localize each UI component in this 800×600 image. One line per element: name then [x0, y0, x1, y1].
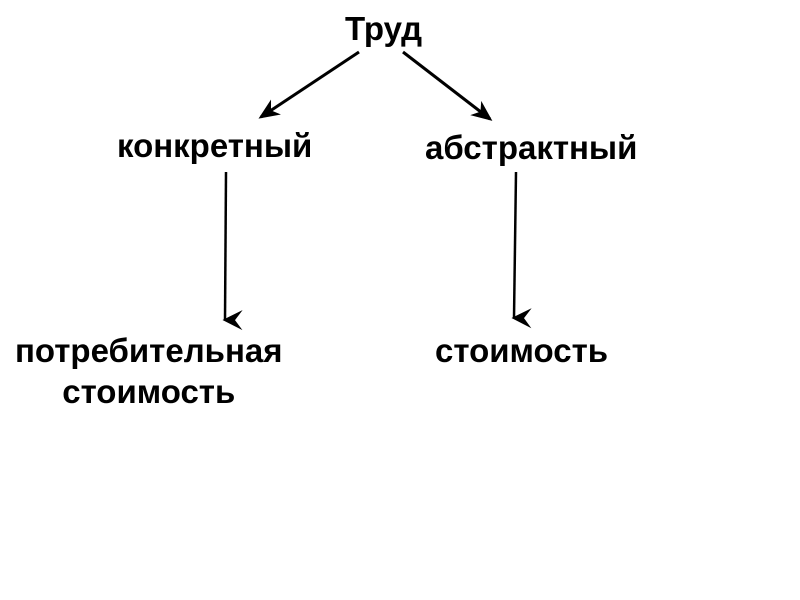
edge-root-left_child	[261, 52, 359, 117]
node-root: Труд	[345, 8, 422, 49]
node-right-child: абстрактный	[425, 127, 637, 168]
diagram-arrows	[0, 0, 800, 600]
node-left-leaf: потребительная стоимость	[15, 330, 282, 413]
edge-right_child-right_leaf	[514, 172, 516, 318]
node-right-leaf: стоимость	[435, 330, 608, 371]
node-left-child: конкретный	[117, 125, 312, 166]
edges-group	[225, 52, 516, 320]
edge-left_child-left_leaf	[225, 172, 226, 320]
edge-root-right_child	[403, 52, 490, 119]
